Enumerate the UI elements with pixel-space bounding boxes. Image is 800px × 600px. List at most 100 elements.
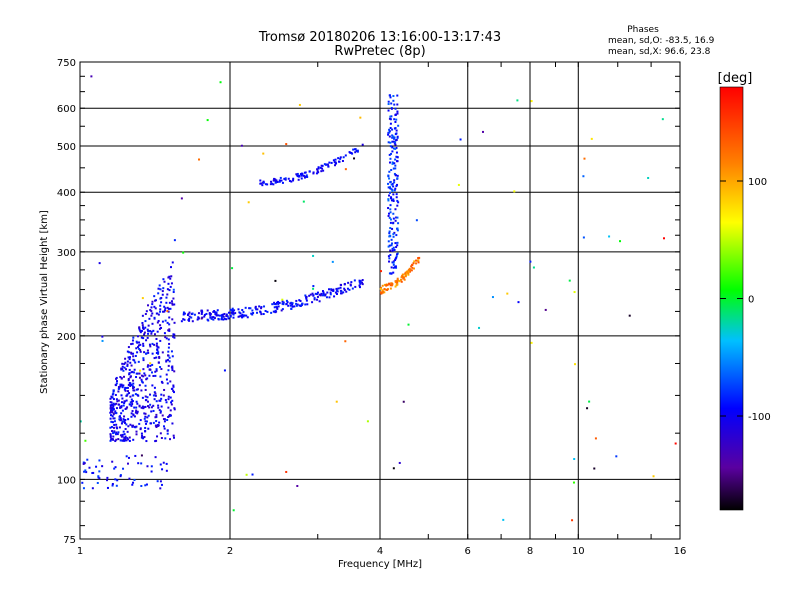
data-point bbox=[144, 395, 147, 398]
data-point bbox=[393, 118, 396, 121]
data-point bbox=[200, 312, 203, 315]
data-point bbox=[132, 387, 135, 390]
data-point bbox=[112, 432, 115, 435]
data-point bbox=[111, 430, 114, 433]
data-point bbox=[127, 425, 130, 428]
data-point bbox=[334, 164, 337, 167]
data-point bbox=[544, 308, 547, 311]
data-point bbox=[115, 412, 118, 415]
data-point bbox=[229, 315, 232, 318]
data-point bbox=[389, 145, 392, 148]
data-point bbox=[129, 361, 132, 364]
data-point bbox=[138, 326, 141, 329]
data-point bbox=[82, 487, 85, 490]
data-point bbox=[413, 260, 416, 263]
data-point bbox=[111, 482, 114, 485]
data-point bbox=[123, 402, 126, 405]
data-point bbox=[159, 480, 162, 483]
data-point bbox=[118, 418, 121, 421]
data-point bbox=[281, 298, 284, 301]
data-point bbox=[132, 382, 135, 385]
data-point bbox=[131, 403, 134, 406]
data-point bbox=[142, 357, 145, 360]
data-point bbox=[274, 181, 277, 184]
data-point bbox=[337, 160, 340, 163]
data-point bbox=[148, 343, 151, 346]
data-point bbox=[332, 159, 335, 162]
data-point bbox=[182, 318, 185, 321]
data-point bbox=[386, 284, 389, 287]
data-point bbox=[161, 381, 164, 384]
data-point bbox=[120, 394, 123, 397]
data-point bbox=[281, 300, 284, 303]
data-point bbox=[128, 358, 131, 361]
data-point bbox=[127, 346, 130, 349]
data-point bbox=[142, 328, 145, 331]
data-point bbox=[323, 163, 326, 166]
data-point bbox=[395, 146, 398, 149]
data-point bbox=[154, 424, 157, 427]
data-point bbox=[594, 437, 597, 440]
data-point bbox=[418, 256, 421, 259]
data-point bbox=[147, 414, 150, 417]
data-point bbox=[272, 183, 275, 186]
data-point bbox=[138, 384, 141, 387]
data-point bbox=[530, 341, 533, 344]
data-point bbox=[162, 278, 165, 281]
data-point bbox=[266, 183, 269, 186]
data-point bbox=[608, 235, 611, 238]
data-point bbox=[158, 356, 161, 359]
data-point bbox=[147, 324, 150, 327]
data-point bbox=[395, 234, 398, 237]
data-point bbox=[394, 120, 397, 123]
data-point bbox=[117, 390, 120, 393]
data-point bbox=[223, 317, 226, 320]
data-point bbox=[298, 103, 301, 106]
data-point bbox=[134, 354, 137, 357]
data-point bbox=[250, 312, 253, 315]
data-point bbox=[323, 293, 326, 296]
data-point bbox=[350, 281, 353, 284]
data-point bbox=[145, 420, 148, 423]
data-point bbox=[84, 439, 87, 442]
data-point bbox=[159, 463, 162, 466]
data-point bbox=[241, 313, 244, 316]
data-point bbox=[387, 186, 390, 189]
data-point bbox=[111, 409, 114, 412]
data-point bbox=[119, 474, 122, 477]
data-point bbox=[182, 251, 185, 254]
data-point bbox=[128, 392, 131, 395]
data-point bbox=[130, 371, 133, 374]
data-point bbox=[244, 306, 247, 309]
data-point bbox=[388, 131, 391, 134]
data-point bbox=[208, 312, 211, 315]
data-point bbox=[157, 361, 160, 364]
data-point bbox=[121, 439, 124, 442]
data-point bbox=[318, 300, 321, 303]
data-point bbox=[392, 193, 395, 196]
data-point bbox=[316, 170, 319, 173]
data-point bbox=[239, 312, 242, 315]
data-point bbox=[131, 342, 134, 345]
data-point bbox=[167, 354, 170, 357]
data-point bbox=[395, 138, 398, 141]
data-point bbox=[139, 331, 142, 334]
data-point bbox=[392, 198, 395, 201]
data-point bbox=[389, 287, 392, 290]
data-point bbox=[124, 435, 127, 438]
data-point bbox=[124, 418, 127, 421]
data-point bbox=[136, 346, 139, 349]
data-point bbox=[123, 437, 126, 440]
phases-o-line: mean, sd,O: -83.5, 16.9 bbox=[608, 36, 715, 46]
data-point bbox=[272, 310, 275, 313]
data-point bbox=[394, 141, 397, 144]
data-point bbox=[156, 480, 159, 483]
data-point bbox=[82, 462, 85, 465]
data-point bbox=[166, 310, 169, 313]
data-point bbox=[115, 431, 118, 434]
data-point bbox=[206, 309, 209, 312]
data-point bbox=[387, 245, 390, 248]
data-point bbox=[412, 267, 415, 270]
y-axis-label: Stationary phase Virtual Height [km] bbox=[39, 210, 50, 394]
data-point bbox=[172, 391, 175, 394]
